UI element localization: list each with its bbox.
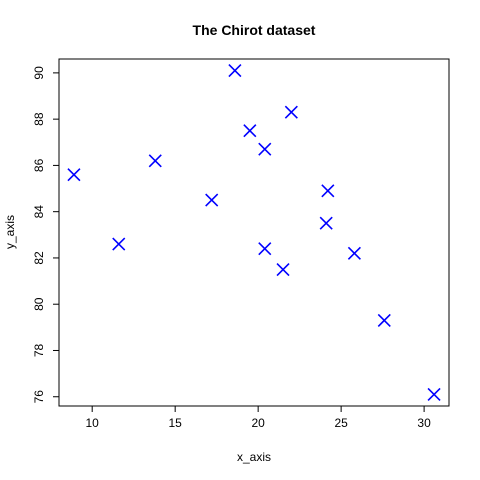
plot-frame [58,58,450,407]
y-tick-label: 76 [32,390,46,404]
y-tick-label: 80 [32,297,46,311]
data-point [319,216,333,230]
data-point [347,246,361,260]
x-tick-label: 20 [251,416,265,430]
data-point [377,313,391,327]
data-point [284,105,298,119]
y-tick-label: 78 [32,343,46,357]
y-tick-label: 86 [32,158,46,172]
x-tick-label: 15 [168,416,182,430]
data-point [321,184,335,198]
data-point [276,262,290,277]
x-tick-label: 10 [86,416,100,430]
data-point [148,154,162,168]
y-tick-label: 82 [32,251,46,265]
y-tick-label: 84 [32,205,46,219]
data-point [427,387,441,401]
x-tick-label: 30 [417,416,431,430]
x-axis-label: x_axis [237,450,271,464]
chart-title: The Chirot dataset [193,22,316,38]
data-point [258,142,272,156]
y-axis-label: y_axis [3,215,17,249]
x-axis: 10 15 20 25 30 [86,406,431,430]
data-point [258,242,272,256]
data-point [205,193,219,207]
data-points [67,64,441,401]
y-axis: 76 78 80 82 84 86 88 90 [32,66,59,404]
y-tick-label: 90 [32,66,46,80]
x-tick-label: 25 [334,416,348,430]
y-tick-label: 88 [32,112,46,126]
data-point [228,64,242,78]
data-point [243,124,257,138]
data-point [112,237,126,251]
data-point [67,168,81,182]
